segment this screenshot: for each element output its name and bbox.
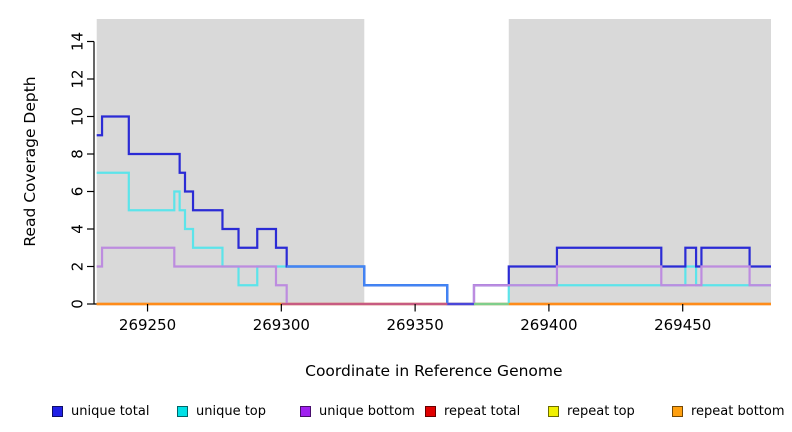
shaded-region-1 — [508, 19, 771, 304]
legend-label: repeat top — [567, 403, 635, 419]
legend-label: repeat bottom — [691, 403, 785, 419]
x-tick-label: 269450 — [654, 316, 711, 334]
y-tick-label: 8 — [69, 149, 87, 159]
legend-item-unique-bottom: unique bottom — [300, 400, 415, 422]
y-tick-label: 0 — [69, 299, 87, 309]
legend-swatch-icon — [548, 405, 559, 417]
legend-label: unique bottom — [319, 403, 415, 419]
legend-label: unique top — [196, 403, 267, 419]
legend-item-unique-top: unique top — [177, 400, 266, 422]
legend-swatch-icon — [672, 405, 683, 417]
legend-swatch-icon — [52, 405, 63, 417]
y-tick-label: 4 — [69, 224, 87, 234]
legend-swatch-icon — [300, 405, 311, 417]
legend-item-repeat-bottom: repeat bottom — [672, 400, 785, 422]
x-tick-label: 269400 — [520, 316, 577, 334]
y-tick-label: 6 — [69, 187, 87, 197]
legend-swatch-icon — [425, 405, 436, 417]
y-tick-label: 2 — [69, 262, 87, 272]
legend: unique total unique top unique bottom repea… — [0, 400, 792, 426]
series-blend-azure — [286, 265, 449, 304]
legend-item-repeat-top: repeat top — [548, 400, 635, 422]
y-tick-label: 14 — [69, 32, 87, 51]
shaded-region-0 — [96, 19, 365, 304]
legend-label: repeat total — [444, 403, 521, 419]
y-axis-title: Read Coverage Depth — [21, 76, 39, 246]
series-unique-bottom — [96, 246, 771, 306]
series-unique-top — [96, 171, 771, 306]
legend-item-unique-total: unique total — [52, 400, 149, 422]
x-tick-label: 269350 — [386, 316, 443, 334]
y-tick-label: 10 — [69, 107, 87, 126]
y-tick-label: 12 — [69, 69, 87, 88]
x-tick-label: 269250 — [119, 316, 176, 334]
legend-label: unique total — [71, 403, 150, 419]
x-tick-label: 269300 — [253, 316, 310, 334]
legend-swatch-icon — [177, 405, 188, 417]
x-axis-title: Coordinate in Reference Genome — [305, 362, 562, 380]
legend-item-repeat-total: repeat total — [425, 400, 520, 422]
